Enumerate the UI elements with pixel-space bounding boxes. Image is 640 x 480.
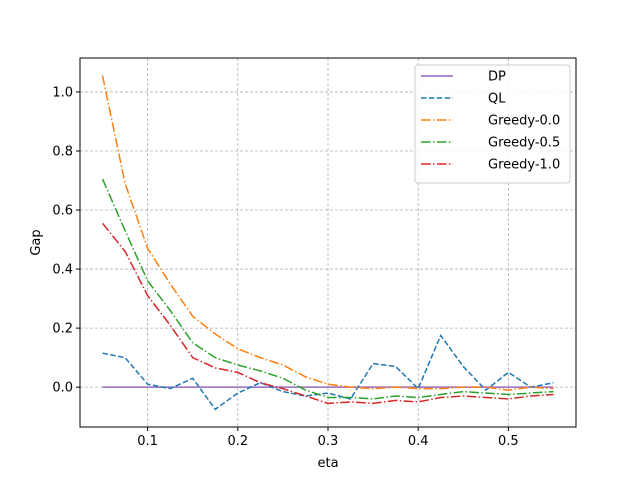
series-lines xyxy=(101,75,554,411)
y-tick-label: 0.6 xyxy=(52,204,73,219)
legend-label: Greedy-0.0 xyxy=(488,114,560,129)
legend-label: QL xyxy=(488,92,506,107)
legend-label: Greedy-0.5 xyxy=(488,136,560,151)
x-axis-label: eta xyxy=(317,456,338,471)
x-tick-label: 0.1 xyxy=(137,434,158,449)
legend-box xyxy=(414,64,571,184)
legend: DP QL Greedy-0.0 Greedy-0.5 Greedy-1.0 xyxy=(414,64,571,184)
y-tick-label: 0.2 xyxy=(52,322,73,337)
y-tick-label: 0.0 xyxy=(52,381,73,396)
y-tick-label: 0.4 xyxy=(52,263,73,278)
series-line-greedy-0-5 xyxy=(101,178,554,400)
x-tick-label: 0.4 xyxy=(408,434,429,449)
series-line-greedy-0-0 xyxy=(101,75,554,391)
x-tick-label: 0.2 xyxy=(227,434,248,449)
x-tick-label: 0.5 xyxy=(498,434,519,449)
series-line-ql xyxy=(102,333,554,411)
series-line-greedy-1-0 xyxy=(101,222,554,405)
legend-label: DP xyxy=(488,70,506,85)
y-tick-label: 0.8 xyxy=(52,144,73,159)
y-axis-label: Gap xyxy=(29,229,44,255)
axis-ticks: 0.1 0.2 0.3 0.4 0.5 0.0 0.2 0.4 0.6 0.8 1.0 xyxy=(52,85,518,449)
y-tick-label: 1.0 xyxy=(52,85,73,100)
x-tick-label: 0.3 xyxy=(318,434,339,449)
legend-label: Greedy-1.0 xyxy=(488,158,560,173)
